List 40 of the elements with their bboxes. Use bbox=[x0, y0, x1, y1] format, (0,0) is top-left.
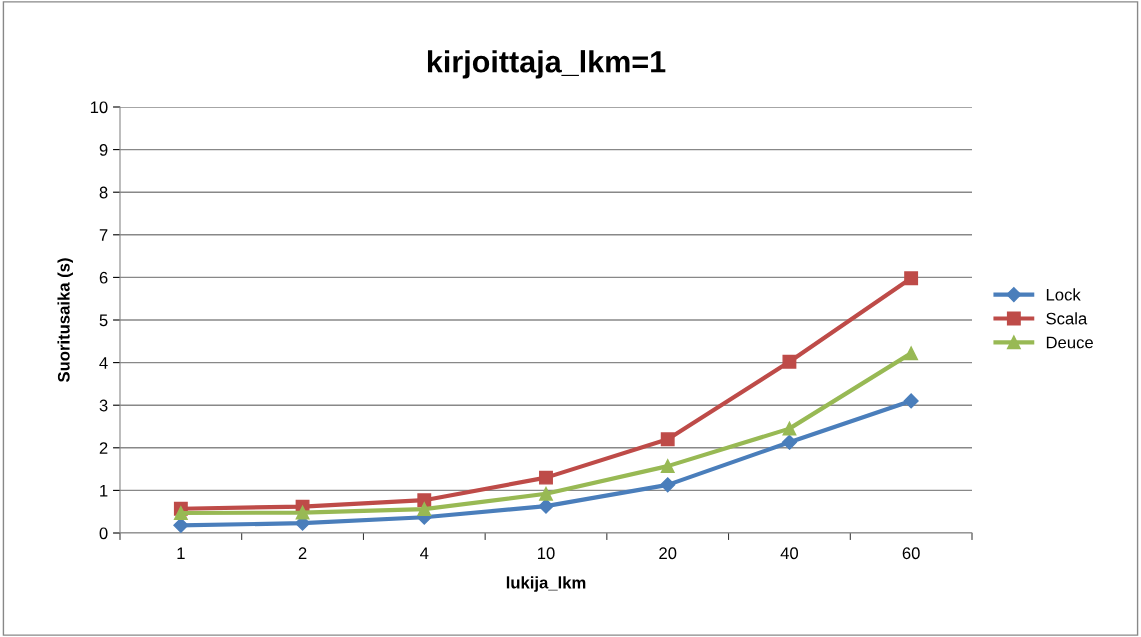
legend-label: Scala bbox=[1046, 312, 1088, 325]
legend-label: Deuce bbox=[1046, 336, 1093, 349]
y-tick-label: 9 bbox=[99, 144, 108, 156]
y-tick-label: 0 bbox=[99, 527, 108, 540]
y-tick-label: 4 bbox=[99, 357, 108, 369]
x-tick-label: 10 bbox=[538, 547, 555, 560]
y-tick-label: 5 bbox=[99, 314, 108, 327]
x-tick-label: 40 bbox=[780, 547, 799, 560]
x-tick-label: 20 bbox=[659, 547, 677, 560]
y-tick-label: 1 bbox=[100, 484, 108, 497]
x-tick-label: 60 bbox=[902, 547, 920, 560]
point bbox=[782, 354, 797, 369]
y-tick-label: 2 bbox=[99, 442, 108, 454]
y-axis-title: Suoritusaika (s) bbox=[57, 258, 73, 383]
point bbox=[417, 502, 432, 517]
point bbox=[903, 393, 919, 409]
point bbox=[660, 477, 676, 493]
point bbox=[295, 505, 310, 520]
point bbox=[660, 459, 675, 474]
y-tick-label: 7 bbox=[99, 229, 108, 241]
point bbox=[417, 493, 432, 508]
point bbox=[782, 421, 797, 436]
point bbox=[904, 346, 919, 361]
point bbox=[539, 470, 553, 485]
legend-label: Lock bbox=[1046, 288, 1081, 301]
x-tick-label: 1 bbox=[177, 547, 185, 559]
x-tick-label: 4 bbox=[420, 547, 429, 559]
point bbox=[173, 506, 188, 520]
y-tick-label: 3 bbox=[99, 399, 108, 412]
chart-title: kirjoittaja_lkm=1 bbox=[427, 50, 666, 79]
point bbox=[538, 498, 554, 514]
y-tick-label: 10 bbox=[90, 101, 108, 114]
point bbox=[660, 432, 675, 447]
x-axis-title: lukija_lkm bbox=[506, 576, 586, 592]
y-tick-label: 6 bbox=[99, 271, 108, 284]
point bbox=[781, 434, 797, 450]
y-tick-label: 8 bbox=[99, 186, 108, 199]
point bbox=[904, 271, 919, 286]
point bbox=[539, 486, 553, 501]
x-tick-label: 2 bbox=[298, 547, 307, 559]
